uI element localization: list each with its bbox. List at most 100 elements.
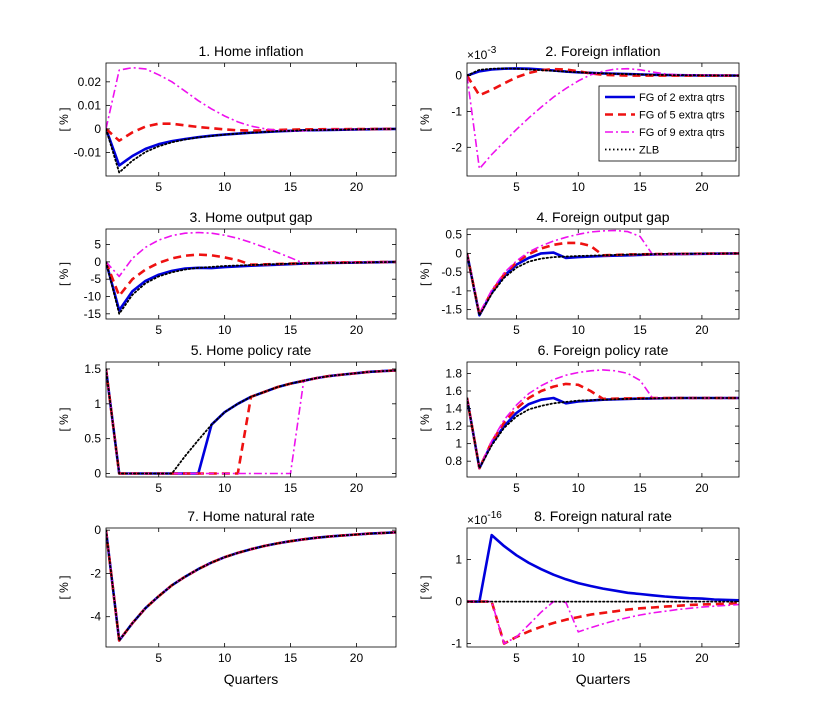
series-group [467, 229, 739, 317]
y-tick-label: 1.4 [445, 402, 462, 416]
plot-area [106, 362, 396, 477]
x-tick-label: 15 [284, 323, 298, 337]
y-tick-label: -10 [84, 290, 102, 304]
axes-box [466, 527, 740, 648]
x-tick-label: 5 [513, 323, 520, 337]
legend-entry-2: FG of 5 extra qtrs [639, 110, 725, 122]
axis-multiplier-exponent: -16 [487, 510, 502, 521]
y-axis-label: [ % ] [418, 407, 432, 431]
legend: FG of 2 extra qtrs FG of 5 extra qtrs FG o… [598, 85, 737, 162]
series-line-2 [467, 67, 739, 97]
axes-box [105, 62, 397, 177]
panel-4: 5 10 15 20 -1.5 -1 -0.5 0 0.5 4. Foreign output g… [418, 209, 740, 337]
y-tick-label: 0.5 [445, 228, 462, 242]
y-axis-label: [ % ] [57, 407, 71, 431]
y-tick-label: 0.01 [78, 98, 102, 112]
x-axis-label: Quarters [224, 671, 278, 687]
panel-3: 5 10 15 20 -15 -10 -5 0 5 3. Home output gap [ % ] [57, 209, 397, 337]
y-tick-label: 1.2 [445, 419, 462, 433]
y-tick-label: 1 [455, 553, 462, 567]
series-line-4 [106, 529, 396, 642]
series-group [467, 369, 739, 470]
y-tick-label: 1 [455, 437, 462, 451]
y-tick-label: 0.8 [445, 454, 462, 468]
y-tick-label: 0 [94, 467, 101, 481]
axes-box [466, 228, 740, 320]
panel-title: 5. Home policy rate [191, 342, 312, 358]
y-tick-label: 0.5 [84, 432, 101, 446]
x-tick-label: 10 [218, 481, 232, 495]
panel-1: 5 10 15 20 -0.01 0 0.01 0.02 1. Home inflation [ … [57, 43, 397, 194]
x-tick-label: 10 [572, 323, 586, 337]
y-tick-label: 1.6 [445, 384, 462, 398]
legend-entry-4: ZLB [639, 145, 659, 157]
legend-entry-1: FG of 2 extra qtrs [639, 92, 725, 104]
x-tick-label: 20 [695, 481, 709, 495]
panel-title: 1. Home inflation [198, 43, 303, 59]
series-group [106, 529, 396, 642]
y-tick-label: -1 [451, 284, 462, 298]
x-tick-label: 20 [350, 651, 364, 665]
series-line-3 [467, 369, 739, 470]
x-tick-label: 5 [513, 180, 520, 194]
x-tick-label: 15 [633, 323, 647, 337]
y-tick-label: 1 [94, 397, 101, 411]
y-tick-label: 0 [455, 595, 462, 609]
series-line-2 [106, 122, 396, 142]
x-tick-label: 20 [695, 323, 709, 337]
y-tick-label: -2 [90, 566, 101, 580]
y-tick-label: 0 [94, 255, 101, 269]
series-line-4 [467, 397, 739, 470]
y-axis-label: [ % ] [57, 107, 71, 131]
y-axis-label: [ % ] [418, 107, 432, 131]
panel-title: 7. Home natural rate [187, 508, 315, 524]
series-group [106, 368, 396, 475]
x-tick-label: 20 [695, 651, 709, 665]
panel-5: 5 10 15 20 0 0.5 1 1.5 5. Home policy rate [ % ] [57, 342, 397, 495]
y-tick-label: 1.8 [445, 366, 462, 380]
series-line-3 [467, 67, 739, 170]
series-line-4 [467, 67, 739, 77]
panel-7: 5 10 15 20 -4 -2 0 7. Home natural rate [ % ] Qua… [57, 508, 397, 687]
panel-title: 3. Home output gap [190, 209, 313, 225]
y-tick-label: -15 [84, 307, 102, 321]
y-tick-label: 1.5 [84, 362, 101, 376]
x-tick-label: 20 [350, 323, 364, 337]
y-tick-label: 0.02 [78, 75, 102, 89]
plot-area [467, 362, 739, 477]
series-group [106, 66, 396, 174]
y-tick-label: 0 [94, 523, 101, 537]
plot-area [106, 229, 396, 319]
panel-title: 8. Foreign natural rate [534, 508, 672, 524]
series-group [467, 533, 739, 645]
y-tick-label: -5 [90, 272, 101, 286]
x-tick-label: 5 [513, 481, 520, 495]
x-tick-label: 5 [155, 180, 162, 194]
x-axis-label: Quarters [576, 671, 630, 687]
series-line-4 [106, 368, 396, 475]
y-tick-label: 0 [455, 69, 462, 83]
axis-multiplier-exponent: -3 [487, 45, 496, 56]
legend-box [598, 85, 737, 162]
axis-multiplier: ×10-16 [467, 510, 502, 527]
series-group [106, 231, 396, 315]
y-axis-label: [ % ] [57, 575, 71, 599]
x-tick-label: 5 [155, 481, 162, 495]
x-tick-label: 15 [284, 180, 298, 194]
y-tick-label: -2 [451, 140, 462, 154]
x-tick-label: 15 [633, 180, 647, 194]
axes-box [105, 228, 397, 320]
y-axis-label: [ % ] [418, 575, 432, 599]
x-tick-label: 10 [218, 323, 232, 337]
y-axis-label: [ % ] [57, 262, 71, 286]
y-axis-label: [ % ] [418, 262, 432, 286]
series-line-3 [467, 229, 739, 315]
x-tick-label: 10 [572, 180, 586, 194]
y-tick-label: 0 [94, 122, 101, 136]
series-line-2 [467, 600, 739, 645]
y-tick-label: 0 [455, 246, 462, 260]
series-line-3 [106, 231, 396, 278]
plot-area [467, 229, 739, 319]
panel-title: 4. Foreign output gap [536, 209, 669, 225]
